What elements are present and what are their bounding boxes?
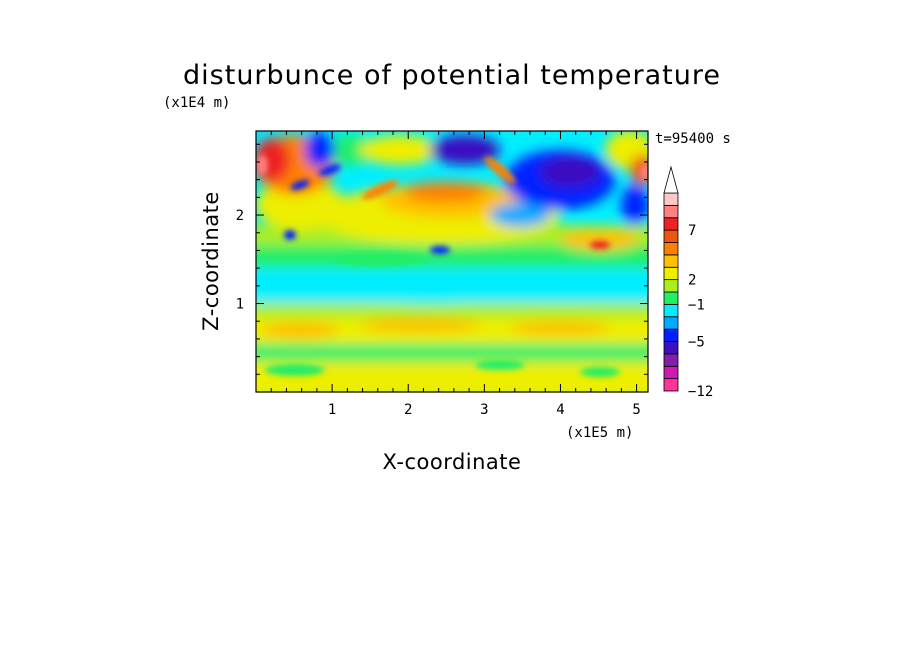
- field-blue-top-2: [305, 132, 335, 168]
- field-blue-streak-3: [430, 246, 450, 254]
- heatmap-field: [256, 131, 648, 392]
- colorbar-swatch: [663, 328, 679, 342]
- colorbar-swatch: [663, 204, 679, 219]
- x-tick-label: 1: [328, 402, 336, 418]
- colorbar-swatch: [663, 291, 679, 305]
- colorbar-swatch: [663, 192, 679, 206]
- field-green-low-2: [475, 360, 525, 370]
- field-yellow-top-mid: [360, 135, 440, 165]
- colorbar-swatch: [663, 303, 679, 318]
- plot-frame: [255, 130, 649, 393]
- field-blue-streak-4: [284, 230, 296, 240]
- field-orange-streak-2: [484, 156, 516, 184]
- field-orange-right: [560, 230, 640, 250]
- field-red-streak-1: [590, 241, 610, 249]
- field-band-green-mid: [256, 300, 648, 318]
- colorbar-swatch: [663, 378, 679, 392]
- x-tick-label: 2: [404, 402, 412, 418]
- field-orange-streak-1: [361, 180, 399, 200]
- x-tick-label: 3: [480, 402, 488, 418]
- colorbar-tick-label: 2: [688, 273, 696, 289]
- colorbar-tick-label: 7: [688, 223, 696, 239]
- colorbar-extend-arrow: [663, 165, 679, 194]
- x-unit-label: (x1E5 m): [566, 425, 633, 441]
- colorbar: 7 2 −1 −5 −12: [663, 165, 713, 400]
- field-blue-top-1: [430, 135, 500, 165]
- field-orange-low-3: [510, 321, 610, 335]
- field-green-upper-mid: [320, 135, 380, 165]
- field-green-mid-1: [335, 254, 425, 266]
- y-unit-label: (x1E4 m): [163, 95, 230, 111]
- colorbar-swatch: [663, 242, 679, 256]
- field-cyan-core: [340, 276, 520, 304]
- colorbar-swatch: [663, 254, 679, 268]
- x-tick-label: 5: [632, 402, 640, 418]
- y-tick-label: 1: [236, 297, 244, 313]
- colorbar-swatch: [663, 229, 679, 243]
- time-label: t=95400 s: [655, 131, 731, 147]
- x-tick-label: 4: [556, 402, 564, 418]
- field-green-low-3: [580, 367, 620, 377]
- field-orange-low-2: [360, 318, 480, 332]
- x-axis-label: X-coordinate: [383, 450, 522, 474]
- y-tick-label: 2: [236, 208, 244, 224]
- field-blue-streak-2: [318, 164, 342, 176]
- field-orange-low-1: [260, 322, 340, 338]
- colorbar-swatch: [663, 217, 679, 231]
- field-yellow-left: [256, 180, 345, 230]
- colorbar-swatch: [663, 316, 679, 330]
- field-orange-upper-2: [405, 182, 485, 202]
- colorbar-tick-label: −1: [688, 297, 705, 313]
- field-blue-right-2: [540, 156, 600, 188]
- colorbar-swatch: [663, 266, 679, 281]
- colorbar-tick-label: −12: [688, 384, 713, 400]
- field-band-green-low: [256, 340, 648, 362]
- field-green-low-1: [265, 364, 325, 376]
- colorbar-tick-label: −5: [688, 335, 705, 351]
- field-cyan-right: [490, 203, 550, 227]
- colorbar-swatch: [663, 341, 679, 355]
- y-axis-label: Z-coordinate: [199, 191, 223, 331]
- y-ticks: 12: [236, 143, 648, 375]
- colorbar-swatch: [663, 365, 679, 380]
- colorbar-swatch: [663, 353, 679, 367]
- colorbar-swatch: [663, 279, 679, 293]
- field-blue-right-edge: [621, 185, 648, 225]
- field-pink-right: [640, 164, 648, 180]
- chart-title: disturbunce of potential temperature: [183, 60, 721, 91]
- field-pink-left: [256, 155, 268, 175]
- x-ticks: 1 2 3 4 5: [255, 131, 641, 418]
- field-blue-streak-1: [290, 179, 310, 191]
